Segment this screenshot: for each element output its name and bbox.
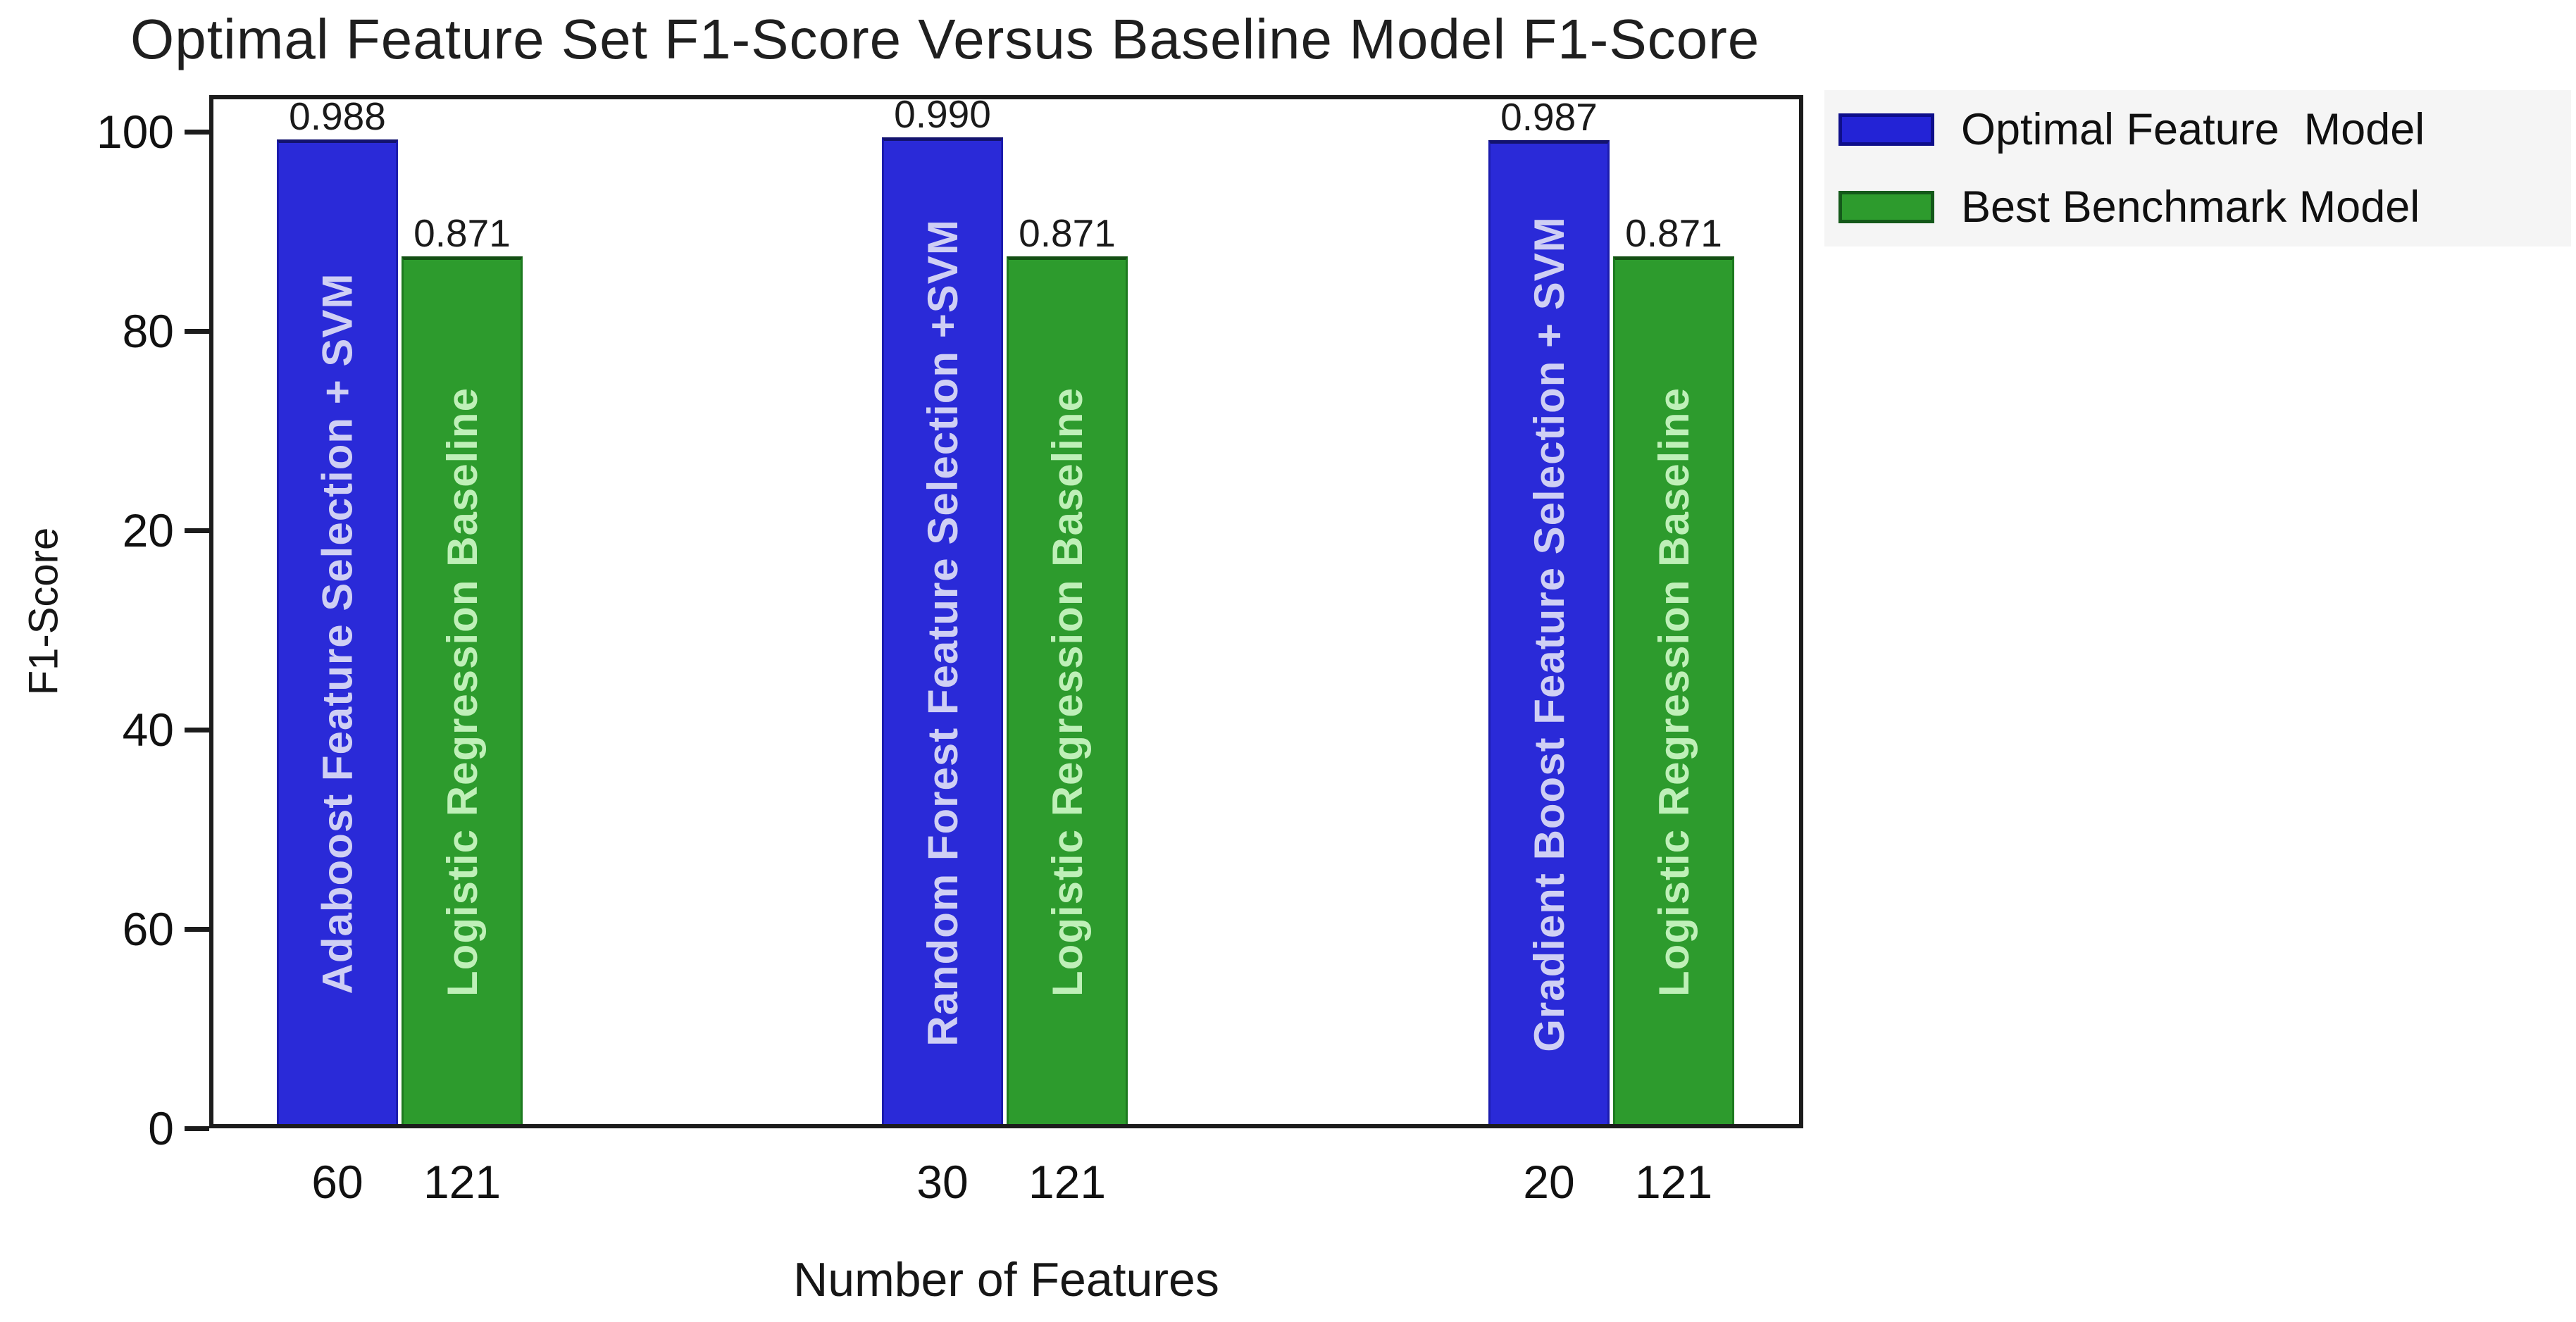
legend-item-label: Optimal Feature Model	[1961, 105, 2425, 154]
legend-item: Best Benchmark Model	[1838, 182, 2571, 232]
legend-item: Optimal Feature Model	[1838, 104, 2571, 155]
y-tick-label: 40	[122, 704, 174, 756]
bar-benchmark: Logistic Regression Baseline	[402, 256, 523, 1124]
bar-inner-label: Logistic Regression Baseline	[438, 387, 486, 997]
legend-item-label: Best Benchmark Model	[1961, 182, 2420, 232]
bar-inner-label: Gradient Boost Feature Selection + SVM	[1525, 216, 1573, 1052]
legend: Optimal Feature Model Best Benchmark Mode…	[1824, 90, 2571, 247]
bar-optimal: Adaboost Feature Selection + SVM	[277, 139, 398, 1124]
y-tick-mark	[185, 329, 209, 334]
bar-value-label: 0.871	[413, 211, 511, 255]
bar-value-label: 0.988	[289, 94, 386, 138]
bar-optimal: Random Forest Feature Selection +SVM	[882, 137, 1003, 1124]
y-tick-mark	[185, 130, 209, 135]
y-tick-mark	[185, 927, 209, 932]
x-tick-label: 121	[423, 1156, 502, 1208]
y-tick-mark	[185, 528, 209, 533]
y-tick-label: 20	[122, 504, 174, 556]
bar-inner-label: Random Forest Feature Selection +SVM	[919, 218, 966, 1047]
y-tick-label: 80	[122, 305, 174, 357]
legend-swatch-optimal-icon	[1838, 113, 1934, 146]
plot-area: Adaboost Feature Selection + SVM 0.988 Log…	[209, 92, 1803, 1128]
y-tick-label: 0	[148, 1102, 174, 1154]
bar-value-label: 0.871	[1625, 211, 1722, 255]
bar-value-label: 0.990	[894, 92, 991, 136]
bar-inner-label: Adaboost Feature Selection + SVM	[313, 273, 361, 994]
chart-title: Optimal Feature Set F1-Score Versus Base…	[130, 8, 1760, 70]
legend-swatch-benchmark-icon	[1838, 191, 1934, 223]
bar-inner-label: Logistic Regression Baseline	[1650, 387, 1698, 997]
x-tick-label: 121	[1634, 1156, 1713, 1208]
bar-value-label: 0.987	[1500, 95, 1598, 139]
plot-inner-area: Adaboost Feature Selection + SVM 0.988 Log…	[213, 92, 1799, 1124]
bar-value-label: 0.871	[1019, 211, 1116, 255]
bar-optimal: Gradient Boost Feature Selection + SVM	[1488, 140, 1610, 1124]
y-tick-label: 60	[122, 903, 174, 955]
y-tick-label: 100	[96, 106, 174, 158]
x-tick-label: 30	[916, 1156, 969, 1208]
y-tick-mark	[185, 1126, 209, 1131]
x-tick-label: 60	[311, 1156, 363, 1208]
x-tick-label: 20	[1523, 1156, 1575, 1208]
y-tick-mark	[185, 728, 209, 732]
bar-benchmark: Logistic Regression Baseline	[1613, 256, 1734, 1124]
bar-inner-label: Logistic Regression Baseline	[1043, 387, 1091, 997]
x-tick-label: 121	[1028, 1156, 1107, 1208]
bar-benchmark: Logistic Regression Baseline	[1007, 256, 1128, 1124]
x-axis-label: Number of Features	[793, 1253, 1219, 1307]
